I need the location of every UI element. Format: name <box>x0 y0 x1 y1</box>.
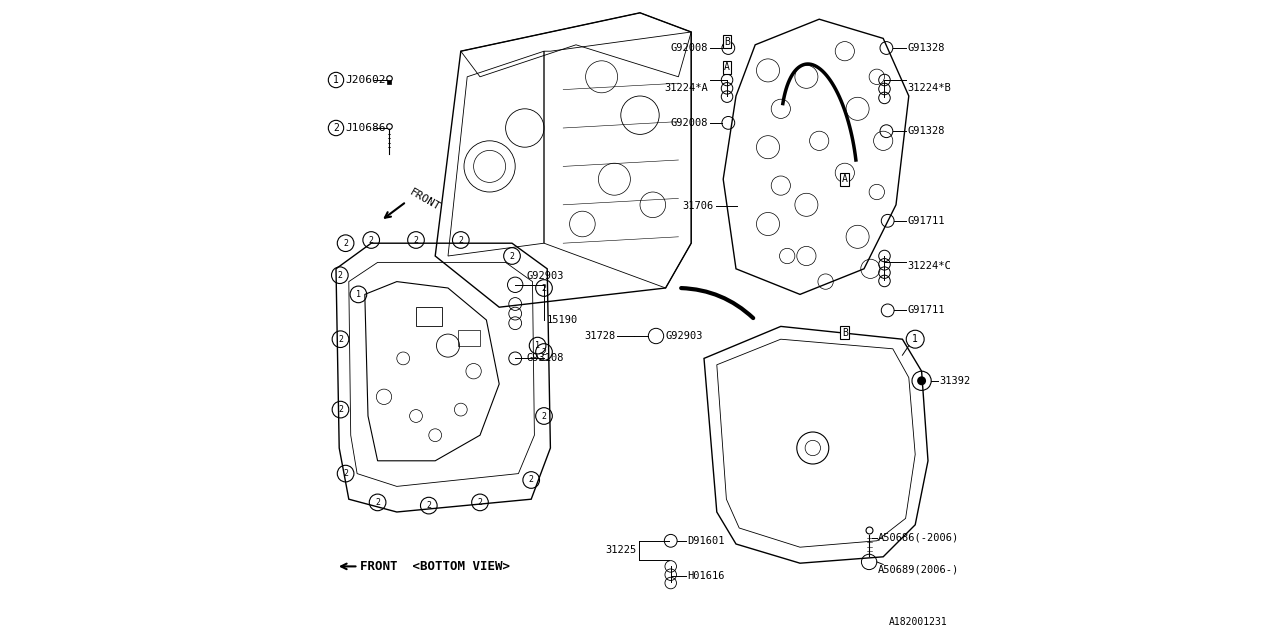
Text: B: B <box>842 328 847 338</box>
Text: 2: 2 <box>343 239 348 248</box>
Text: A: A <box>842 174 847 184</box>
Text: 31392: 31392 <box>940 376 970 386</box>
Text: 2: 2 <box>343 469 348 478</box>
Text: G92008: G92008 <box>671 43 709 53</box>
Text: D91601: D91601 <box>687 536 724 546</box>
Text: G93108: G93108 <box>526 353 563 364</box>
Text: 2: 2 <box>375 498 380 507</box>
Text: G91711: G91711 <box>908 305 945 316</box>
Text: 2: 2 <box>458 236 463 244</box>
Text: 2: 2 <box>541 284 547 292</box>
Text: 31706: 31706 <box>682 201 714 211</box>
Text: 31224*C: 31224*C <box>908 260 951 271</box>
Text: 2: 2 <box>338 405 343 414</box>
Bar <box>416 307 442 326</box>
Text: A50686(-2006): A50686(-2006) <box>878 532 959 543</box>
Bar <box>458 330 480 346</box>
Text: 2: 2 <box>426 501 431 510</box>
Text: 2: 2 <box>413 236 419 244</box>
Text: 15190: 15190 <box>548 315 579 325</box>
Text: G92903: G92903 <box>666 331 703 341</box>
Text: G92903: G92903 <box>526 271 563 282</box>
Text: 2: 2 <box>529 476 534 484</box>
Text: J10686: J10686 <box>346 123 387 133</box>
Text: FRONT: FRONT <box>407 187 442 212</box>
Text: 2: 2 <box>541 412 547 420</box>
Text: 2: 2 <box>509 252 515 260</box>
Text: 2: 2 <box>369 236 374 244</box>
Text: A182001231: A182001231 <box>888 617 947 627</box>
Text: 31728: 31728 <box>585 331 616 341</box>
Text: G91328: G91328 <box>908 126 945 136</box>
Text: 31224*B: 31224*B <box>908 83 951 93</box>
Text: FRONT  <BOTTOM VIEW>: FRONT <BOTTOM VIEW> <box>361 560 511 573</box>
Text: G91328: G91328 <box>908 43 945 53</box>
Text: B: B <box>724 36 730 47</box>
Text: G92008: G92008 <box>671 118 709 128</box>
Text: 2: 2 <box>477 498 483 507</box>
Circle shape <box>916 376 927 385</box>
Text: 1: 1 <box>333 75 339 85</box>
Text: 2: 2 <box>333 123 339 133</box>
Text: J20602: J20602 <box>346 75 387 85</box>
Text: A: A <box>724 62 730 72</box>
Text: H01616: H01616 <box>687 571 724 581</box>
Text: 31225: 31225 <box>605 545 636 556</box>
Text: 31224*A: 31224*A <box>664 83 709 93</box>
Text: A50689(2006-): A50689(2006-) <box>878 564 959 575</box>
Text: G91711: G91711 <box>908 216 945 226</box>
Text: 1: 1 <box>535 341 540 350</box>
Text: 1: 1 <box>356 290 361 299</box>
Text: 2: 2 <box>338 271 342 280</box>
Text: 2: 2 <box>541 348 547 356</box>
Text: 2: 2 <box>338 335 343 344</box>
Text: 1: 1 <box>913 334 918 344</box>
